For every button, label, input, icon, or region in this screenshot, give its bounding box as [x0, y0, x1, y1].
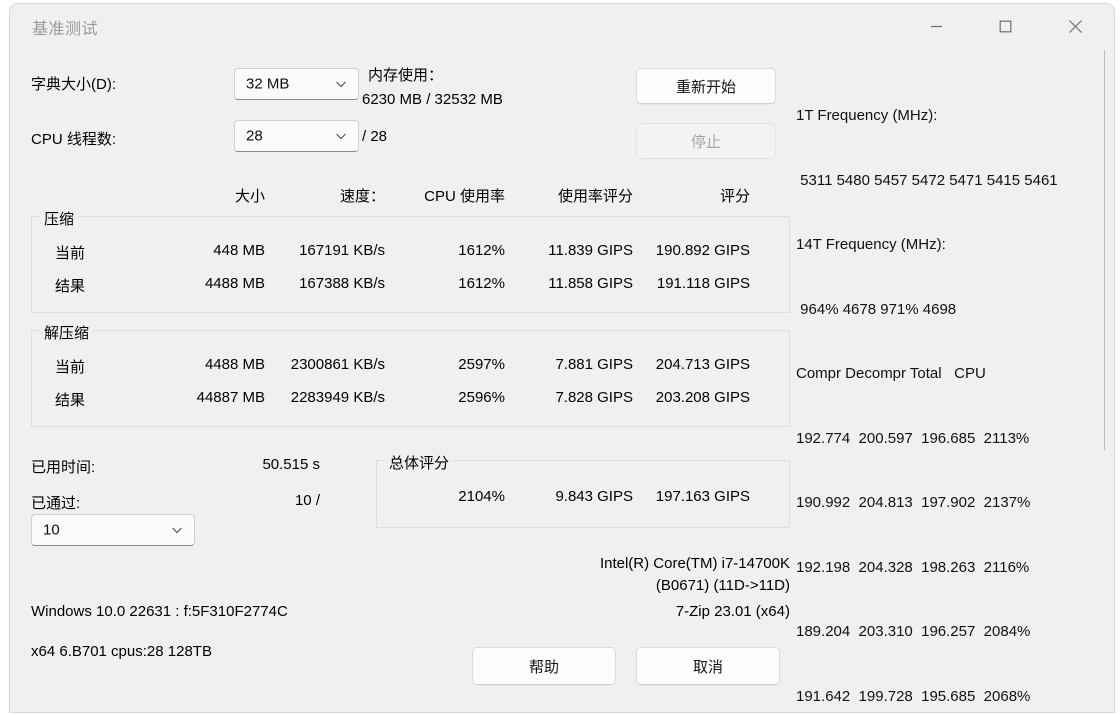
cpu-name: Intel(R) Core(TM) i7-14700K — [599, 555, 790, 572]
app-version: 7-Zip 23.01 (x64) — [675, 603, 790, 620]
report-line: Compr Decompr Total CPU — [796, 365, 986, 382]
minimize-button[interactable] — [913, 4, 959, 48]
chevron-down-icon — [172, 527, 182, 534]
header-rating: 评分 — [719, 188, 750, 205]
os-info: Windows 10.0 22631 : f:5F310F2774C — [31, 603, 288, 620]
decompression-result-cpu: 2596% — [458, 389, 505, 406]
window-title: 基准测试 — [32, 21, 99, 38]
dictionary-size-select[interactable]: 32 MB — [234, 68, 359, 100]
compression-result-speed: 167388 KB/s — [299, 275, 385, 292]
decompression-current-rating: 204.713 GIPS — [655, 356, 750, 373]
decompression-result-rating: 203.208 GIPS — [655, 389, 750, 406]
memory-usage-label: 内存使用： — [368, 67, 444, 84]
panel-divider — [1104, 50, 1105, 450]
maximize-button[interactable] — [982, 4, 1028, 48]
compression-result-usage-rating: 11.858 GIPS — [548, 275, 633, 292]
close-icon — [1068, 19, 1082, 33]
total-rating-title: 总体评分 — [385, 452, 454, 473]
dictionary-size-value: 32 MB — [246, 75, 290, 93]
compression-current-usage-rating: 11.839 GIPS — [548, 242, 633, 259]
chevron-down-icon — [336, 81, 346, 88]
passes-label: 已通过: — [31, 495, 81, 512]
close-button[interactable] — [1052, 4, 1098, 48]
compression-current-cpu: 1612% — [458, 242, 505, 259]
compression-group-title: 压缩 — [40, 208, 79, 229]
report-line: 5311 5480 5457 5472 5471 5415 5461 — [796, 171, 1058, 189]
passes-value: 10 / — [294, 492, 320, 509]
decompression-result-usage-rating: 7.828 GIPS — [555, 389, 633, 406]
header-rating-usage: 使用率评分 — [557, 188, 633, 205]
memory-usage-value: 6230 MB / 32532 MB — [362, 91, 503, 108]
decompression-current-size: 4488 MB — [204, 356, 265, 373]
compression-group — [31, 216, 790, 313]
compression-current-label: 当前 — [55, 245, 86, 262]
report-line: 964% 4678 971% 4698 — [796, 300, 957, 318]
header-cpu-usage: CPU 使用率 — [424, 188, 505, 205]
cpu-threads-total: / 28 — [362, 128, 388, 145]
report-line: 191.642 199.728 195.685 2068% — [796, 687, 1031, 705]
maximize-icon — [999, 20, 1011, 32]
total-cpu: 2104% — [458, 488, 505, 505]
restart-button[interactable]: 重新开始 — [636, 68, 776, 104]
decompression-result-speed: 2283949 KB/s — [290, 389, 385, 406]
report-line: 192.774 200.597 196.685 2113% — [796, 429, 1030, 447]
compression-result-label: 结果 — [55, 278, 86, 295]
title-bar: 基准测试 — [10, 4, 1114, 49]
compression-current-rating: 190.892 GIPS — [655, 242, 750, 259]
report-line: 192.198 204.328 198.263 2116% — [796, 558, 1030, 576]
compression-result-size: 4488 MB — [204, 275, 265, 292]
decompression-group — [31, 330, 790, 427]
decompression-result-label: 结果 — [55, 392, 86, 409]
header-size: 大小 — [234, 188, 265, 205]
passes-select[interactable]: 10 — [31, 514, 195, 546]
total-rating-group — [376, 460, 790, 528]
cpu-threads-select[interactable]: 28 — [234, 120, 359, 152]
decompression-current-label: 当前 — [55, 359, 86, 376]
report-line: 1T Frequency (MHz): — [796, 107, 938, 124]
compression-current-size: 448 MB — [213, 242, 265, 259]
compression-result-rating: 191.118 GIPS — [656, 275, 750, 292]
stop-button: 停止 — [636, 123, 776, 159]
elapsed-time-label: 已用时间: — [31, 459, 96, 476]
help-button[interactable]: 帮助 — [472, 647, 616, 685]
cpu-threads-value: 28 — [246, 127, 263, 145]
cpu-detail: (B0671) (11D->11D) — [655, 577, 790, 594]
cpu-threads-label: CPU 线程数: — [31, 131, 117, 148]
compression-result-cpu: 1612% — [458, 275, 505, 292]
decompression-current-speed: 2300861 KB/s — [290, 356, 385, 373]
benchmark-report: 1T Frequency (MHz): 5311 5480 5457 5472 … — [796, 62, 1096, 712]
cancel-button[interactable]: 取消 — [636, 647, 780, 685]
total-rating: 197.163 GIPS — [655, 488, 750, 505]
minimize-icon — [930, 25, 942, 27]
total-usage-rating: 9.843 GIPS — [555, 488, 633, 505]
compression-current-speed: 167191 KB/s — [299, 242, 385, 259]
arch-info: x64 6.B701 cpus:28 128TB — [31, 643, 212, 660]
report-line: 190.992 204.813 197.902 2137% — [796, 494, 1031, 511]
decompression-result-size: 44887 MB — [196, 389, 265, 406]
header-speed: 速度： — [339, 188, 385, 205]
benchmark-window: 基准测试 字典大小(D): 32 MB 内存使用： 6230 MB / 3253… — [9, 3, 1115, 713]
decompression-current-cpu: 2597% — [458, 356, 505, 373]
decompression-group-title: 解压缩 — [40, 322, 94, 343]
dictionary-size-label: 字典大小(D): — [31, 76, 116, 93]
elapsed-time-value: 50.515 s — [262, 456, 320, 473]
passes-select-value: 10 — [43, 521, 60, 539]
decompression-current-usage-rating: 7.881 GIPS — [555, 356, 633, 373]
report-line: 14T Frequency (MHz): — [796, 236, 946, 253]
chevron-down-icon — [336, 133, 346, 140]
report-line: 189.204 203.310 196.257 2084% — [796, 623, 1031, 640]
